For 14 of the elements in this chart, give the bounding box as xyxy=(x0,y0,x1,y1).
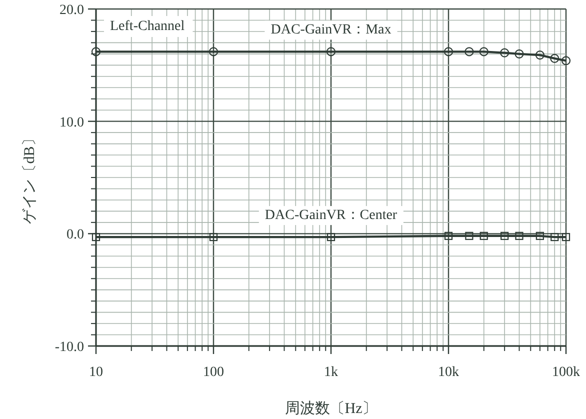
y-tick-label: 10.0 xyxy=(60,115,84,130)
series-label: DAC-GainVR：Max xyxy=(270,22,392,38)
x-tick-label: 10 xyxy=(89,365,103,380)
x-axis-title: 周波数〔Hz〕 xyxy=(284,400,378,417)
x-tick-label: 1k xyxy=(324,365,338,380)
y-tick-label: 0.0 xyxy=(66,228,84,243)
series-label: DAC-GainVR：Center xyxy=(264,208,398,224)
y-tick-label: 20.0 xyxy=(60,3,84,18)
x-tick-label: 10k xyxy=(438,365,459,380)
x-tick-label: 100k xyxy=(552,365,580,380)
x-tick-label: 100 xyxy=(203,365,224,380)
annotation: Left-Channel xyxy=(110,19,185,34)
y-axis-title: ゲイン〔dB〕 xyxy=(21,131,38,224)
y-tick-label: -10.0 xyxy=(54,340,84,355)
